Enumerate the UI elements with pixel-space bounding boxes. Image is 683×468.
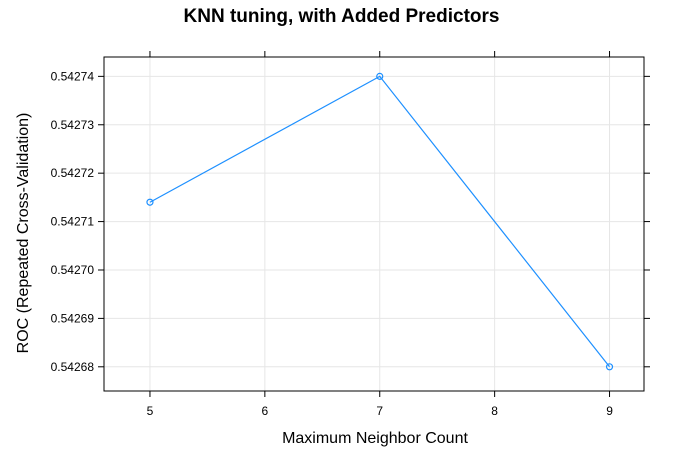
x-tick-label: 7 xyxy=(376,404,383,418)
x-axis-label: Maximum Neighbor Count xyxy=(282,430,468,447)
y-tick-label: 0.54270 xyxy=(51,263,95,277)
y-tick-label: 0.54273 xyxy=(51,118,95,132)
x-tick-label: 6 xyxy=(262,404,269,418)
ticks: 5 6 7 8 9 0.54268 0.54269 0.54270 0.54271 0.54272… xyxy=(51,51,650,418)
plot-frame xyxy=(103,56,645,392)
data-point xyxy=(376,72,384,80)
x-tick-label: 8 xyxy=(491,404,498,418)
y-tick-label: 0.54269 xyxy=(51,311,95,325)
y-tick-label: 0.54274 xyxy=(51,69,95,83)
x-tick-label: 9 xyxy=(606,404,613,418)
y-tick-label: 0.54272 xyxy=(51,166,95,180)
grid xyxy=(104,57,644,391)
data-point xyxy=(605,363,614,371)
y-tick-label: 0.54268 xyxy=(51,360,95,374)
chart-title: KNN tuning, with Added Predictors xyxy=(184,6,500,27)
series-line xyxy=(149,75,611,368)
y-axis-label: ROC (Repeated Cross-Validation) xyxy=(15,113,32,354)
x-tick-label: 5 xyxy=(147,404,154,418)
y-tick-label: 0.54271 xyxy=(51,215,95,229)
data-point xyxy=(146,198,154,206)
series xyxy=(146,72,614,371)
